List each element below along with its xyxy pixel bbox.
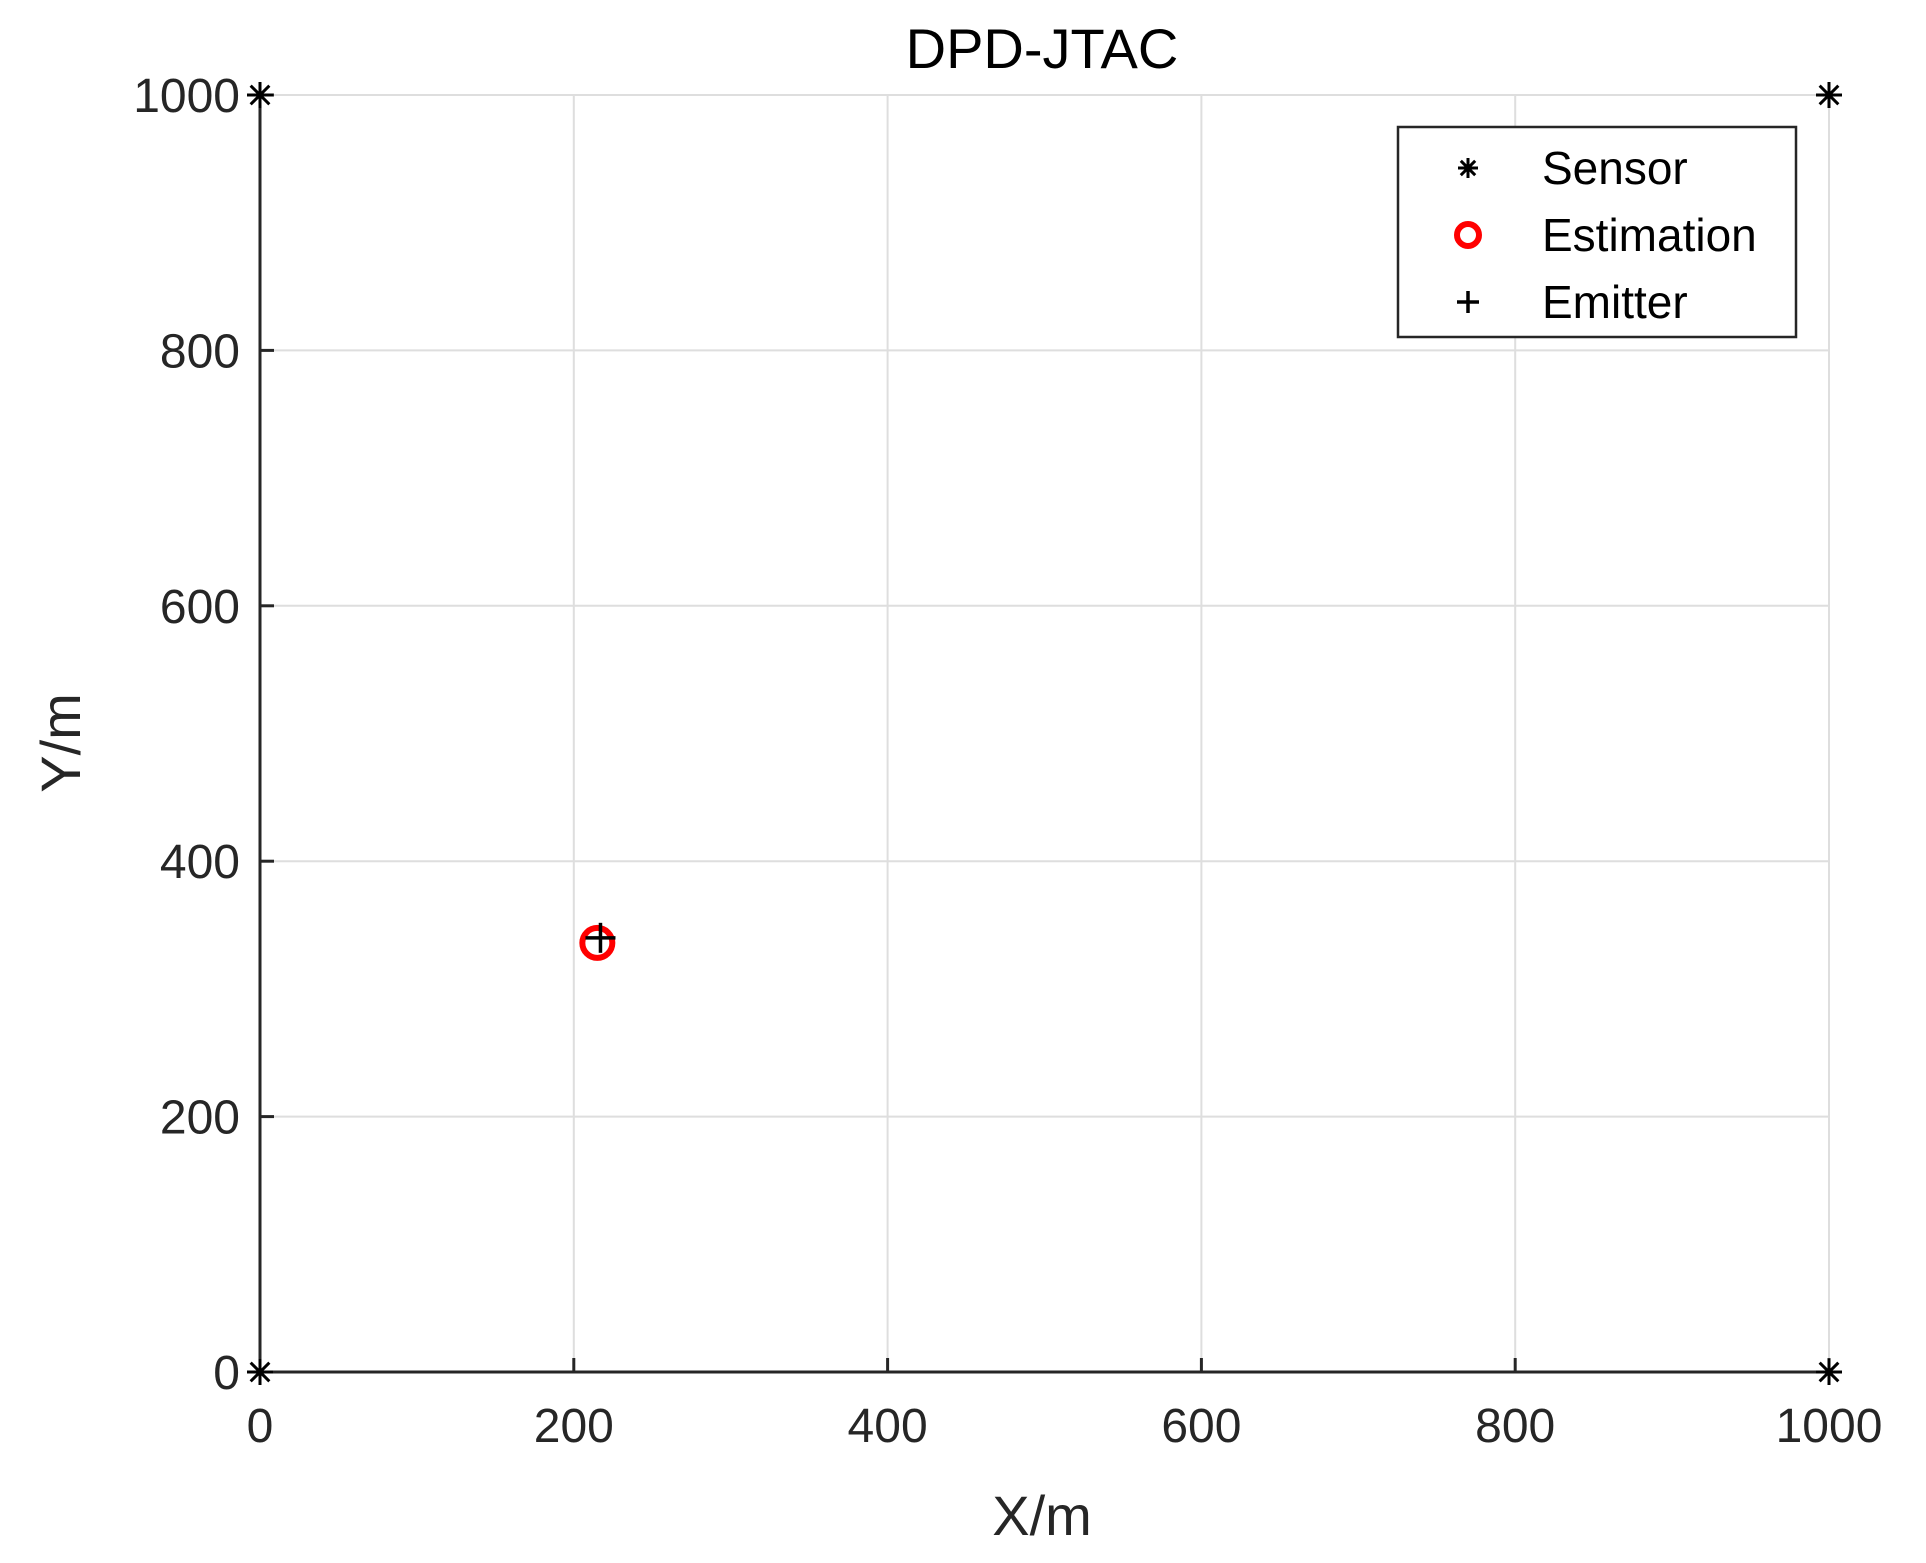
sensor-marker [1816, 82, 1842, 108]
y-tick-label: 200 [160, 1092, 240, 1145]
emitter-marker [585, 922, 616, 953]
tick-labels: 0 200 400 600 800 1000 0 200 400 600 800 1000 [133, 70, 1882, 1453]
legend: Sensor Estimation Emitter [1396, 125, 1798, 339]
axes [258, 93, 1831, 1374]
y-tick-label: 800 [160, 325, 240, 378]
x-tick-label: 200 [534, 1400, 614, 1453]
sensor-marker [247, 1359, 273, 1385]
legend-sensor-label: Sensor [1542, 142, 1688, 194]
legend-items: Sensor Estimation Emitter [1454, 142, 1757, 328]
x-tick-label: 600 [1161, 1400, 1241, 1453]
sensor-marker [1816, 1359, 1842, 1385]
legend-sensor-marker [1458, 158, 1478, 178]
y-tick-label: 0 [213, 1347, 240, 1400]
legend-estimation-label: Estimation [1542, 209, 1757, 261]
sensor-marker [247, 82, 273, 108]
x-tick-label: 400 [848, 1400, 928, 1453]
data-markers [247, 82, 1842, 1385]
chart-title: DPD-JTAC [906, 17, 1179, 80]
estimation-marker [579, 924, 616, 961]
x-tick-label: 800 [1475, 1400, 1555, 1453]
x-tick-label: 1000 [1776, 1400, 1883, 1453]
legend-emitter-marker [1457, 291, 1479, 313]
y-tick-label: 600 [160, 581, 240, 634]
legend-estimation-marker [1454, 221, 1482, 249]
y-tick-label: 1000 [133, 70, 240, 123]
x-axis-title: X/m [992, 1484, 1092, 1547]
y-tick-label: 400 [160, 836, 240, 889]
legend-emitter-label: Emitter [1542, 276, 1688, 328]
x-tick-label: 0 [247, 1400, 274, 1453]
y-axis-title: Y/m [29, 693, 92, 793]
